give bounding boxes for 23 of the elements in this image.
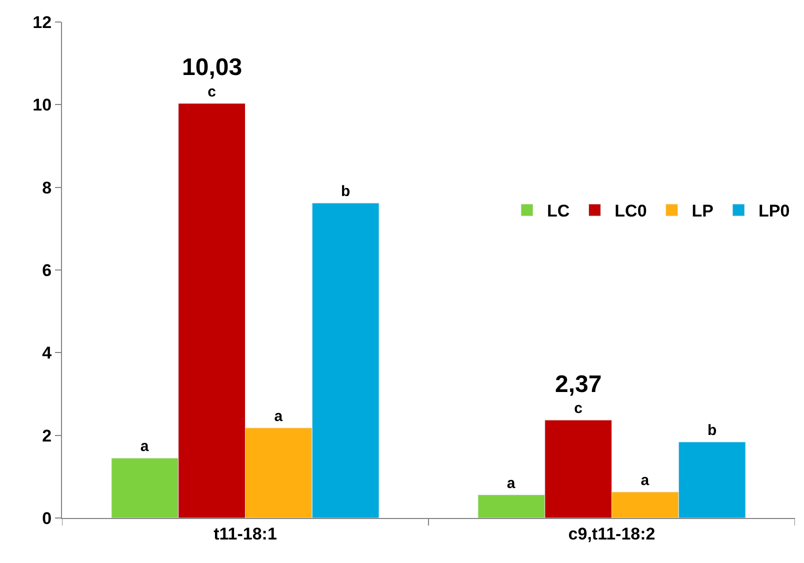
data-label: b xyxy=(340,183,350,200)
data-label: b xyxy=(707,422,717,439)
y-tick-label: 6 xyxy=(42,260,52,280)
data-label: a xyxy=(640,472,650,489)
legend-label: LP0 xyxy=(758,202,790,221)
legend-label: LC xyxy=(547,202,570,221)
y-tick-label: 12 xyxy=(32,12,52,32)
x-tick-label: t11-18:1 xyxy=(214,524,277,544)
y-tick-label: 0 xyxy=(42,508,52,528)
data-label: a xyxy=(274,408,284,425)
annotation: 10,03 xyxy=(182,54,242,81)
legend-label: LP xyxy=(692,202,714,221)
x-tick-label: c9,t11-18:2 xyxy=(568,524,656,544)
y-tick-label: 8 xyxy=(42,178,52,198)
data-label: a xyxy=(506,474,516,492)
y-tick-label: 2 xyxy=(42,426,52,446)
annotation: 2,37 xyxy=(555,371,602,398)
data-label: c xyxy=(574,400,582,418)
data-label: a xyxy=(140,438,150,456)
y-tick-label: 4 xyxy=(42,344,52,363)
y-tick-label: 10 xyxy=(32,96,52,115)
data-label: c xyxy=(208,83,216,100)
legend-label: LC0 xyxy=(614,202,647,221)
